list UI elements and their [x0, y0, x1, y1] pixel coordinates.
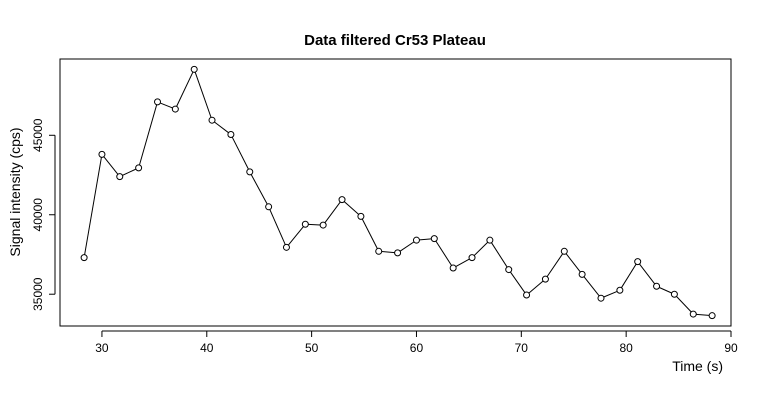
series-line-segment — [231, 136, 249, 170]
data-point — [412, 236, 420, 244]
series-line-segment — [639, 263, 656, 285]
series-line-segment — [269, 209, 286, 245]
data-point — [394, 249, 402, 257]
data-point — [634, 258, 642, 266]
data-point — [357, 212, 365, 220]
data-point — [116, 173, 124, 181]
data-point — [154, 98, 162, 106]
data-point — [375, 247, 383, 255]
series-layer — [80, 65, 716, 320]
y-tick-label: 40000 — [31, 198, 45, 232]
series-line-segment — [250, 174, 268, 205]
data-point — [708, 312, 716, 320]
series-line-segment — [399, 241, 415, 252]
series-line-segment — [528, 280, 544, 294]
data-point — [449, 264, 457, 272]
x-axis-label: Time (s) — [672, 358, 723, 374]
data-point — [282, 243, 290, 251]
data-point — [227, 130, 235, 138]
data-point — [319, 221, 327, 229]
data-point — [541, 275, 549, 283]
x-tick-label: 40 — [200, 341, 214, 355]
data-point — [653, 282, 661, 290]
y-tick-label: 35000 — [31, 277, 45, 311]
series-line-segment — [455, 258, 470, 267]
series-line-segment — [194, 71, 212, 118]
series-line-segment — [84, 157, 102, 255]
series-line-segment — [435, 240, 452, 266]
series-line-segment — [419, 238, 432, 241]
data-point — [468, 254, 476, 262]
series-line-segment — [122, 168, 137, 176]
series-line-segment — [160, 102, 173, 109]
y-tick-label: 45000 — [31, 118, 45, 152]
data-point — [208, 116, 216, 124]
data-point — [578, 270, 586, 278]
x-tick-label: 70 — [515, 341, 529, 355]
data-point — [246, 168, 254, 176]
series-line-segment — [103, 156, 119, 175]
series-line-segment — [361, 218, 378, 249]
series-line-segment — [491, 242, 508, 268]
series-line-segment — [546, 253, 564, 277]
series-line-segment — [583, 276, 600, 297]
axes-layer: 30 40 50 60 70 80 90 35000 40000 45000 — [31, 118, 738, 355]
data-point — [338, 196, 346, 204]
series-line-segment — [696, 313, 710, 316]
data-point — [560, 247, 568, 255]
data-point — [505, 266, 513, 274]
data-point — [171, 105, 179, 113]
x-tick-label: 60 — [410, 341, 424, 355]
series-line-segment — [287, 226, 304, 246]
series-line-segment — [308, 223, 321, 226]
data-point — [265, 203, 273, 211]
series-line-segment — [676, 296, 692, 313]
series-line-segment — [324, 201, 341, 223]
x-tick-label: 90 — [724, 341, 738, 355]
x-tick-label: 80 — [619, 341, 633, 355]
data-point — [616, 286, 624, 294]
data-point — [80, 254, 88, 262]
data-point — [689, 310, 697, 318]
series-line-segment — [214, 121, 229, 134]
chart-title: Data filtered Cr53 Plateau — [304, 32, 486, 49]
series-line-segment — [176, 71, 194, 107]
data-point — [190, 65, 198, 73]
series-line-segment — [621, 263, 637, 288]
data-point — [523, 291, 531, 299]
data-point — [301, 220, 309, 228]
series-line-segment — [138, 104, 158, 166]
series-line-segment — [343, 201, 359, 215]
series-line-segment — [603, 290, 618, 298]
data-point — [135, 164, 143, 172]
data-point — [670, 290, 678, 298]
series-line-segment — [381, 251, 395, 254]
y-axis-label: Signal intensity (cps) — [7, 127, 23, 256]
x-tick-label: 50 — [305, 341, 319, 355]
series-line-segment — [473, 241, 489, 256]
data-point — [597, 294, 605, 302]
plot-frame — [59, 58, 732, 327]
data-point — [98, 150, 106, 158]
series-line-segment — [659, 287, 672, 294]
series-line-segment — [565, 253, 581, 273]
data-point — [430, 235, 438, 243]
x-tick-label: 30 — [95, 341, 109, 355]
data-point — [486, 236, 494, 244]
series-line-segment — [510, 271, 526, 293]
